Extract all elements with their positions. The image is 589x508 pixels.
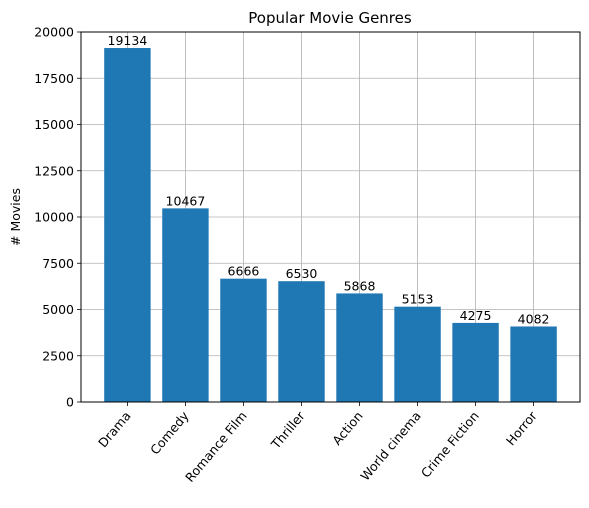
bar <box>452 322 499 402</box>
y-tick-label: 5000 <box>42 302 74 317</box>
bar-value-label: 5868 <box>344 278 376 293</box>
y-tick-label: 17500 <box>34 71 74 86</box>
bars-layer <box>104 48 557 403</box>
bar <box>220 278 267 402</box>
bar <box>104 48 151 403</box>
bar <box>336 293 383 402</box>
y-tick-label: 20000 <box>34 25 74 40</box>
y-tick-label: 10000 <box>34 210 74 225</box>
bar <box>162 208 209 402</box>
bar-value-label: 5153 <box>402 292 434 307</box>
bar-value-label: 6666 <box>228 264 260 279</box>
bar-value-label: 4082 <box>518 311 550 326</box>
x-tick-label: Thriller <box>267 408 308 453</box>
y-tick-label: 12500 <box>34 163 74 178</box>
x-tick-label: Drama <box>95 408 134 450</box>
bar <box>394 306 441 402</box>
x-tick-label: World cinema <box>357 408 424 483</box>
grid-layer <box>81 31 580 403</box>
x-tick-label: Crime Fiction <box>418 408 482 480</box>
bar-value-label: 10467 <box>166 193 206 208</box>
y-tick-label: 7500 <box>42 256 74 271</box>
y-axis: 0 2500 5000 7500 10000 12500 15000 17500 20000 <box>34 25 81 410</box>
y-tick-label: 2500 <box>42 348 74 363</box>
y-axis-label: # Movies <box>8 188 23 246</box>
x-tick-label: Action <box>329 408 366 448</box>
y-tick-label: 0 <box>66 395 74 410</box>
bar <box>510 326 557 402</box>
bar-value-label: 4275 <box>460 308 492 323</box>
bar <box>278 281 325 402</box>
bar-value-label: 6530 <box>286 266 318 281</box>
chart-title: Popular Movie Genres <box>248 9 412 27</box>
bar-value-label: 19134 <box>108 33 148 48</box>
x-tick-label: Comedy <box>147 408 192 458</box>
data-labels: 19134 10467 6666 6530 5868 5153 4275 4082 <box>108 33 550 326</box>
x-tick-label: Romance Film <box>182 408 250 485</box>
x-tick-label: Horror <box>503 408 541 449</box>
y-tick-label: 15000 <box>34 117 74 132</box>
